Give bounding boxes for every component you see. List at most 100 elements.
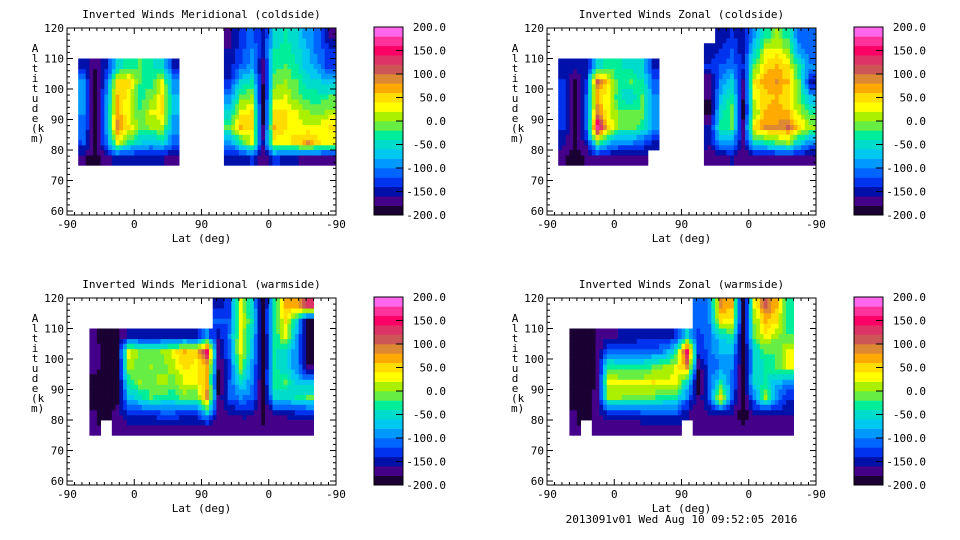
contour-cell xyxy=(246,404,251,411)
contour-cell xyxy=(242,323,247,329)
contour-cell xyxy=(625,104,630,110)
contour-cell xyxy=(115,394,120,401)
contour-cell xyxy=(711,99,716,105)
contour-cell xyxy=(89,364,94,370)
contour-cell xyxy=(186,404,191,411)
contour-cell xyxy=(216,298,221,304)
contour-cell xyxy=(253,333,258,340)
contour-cell xyxy=(205,420,210,426)
contour-cell xyxy=(276,369,281,375)
contour-cell xyxy=(715,28,720,34)
contour-cell xyxy=(617,99,623,105)
contour-cell xyxy=(561,99,567,105)
y-tick-label: 110 xyxy=(44,323,64,336)
contour-cell xyxy=(306,313,311,319)
contour-cell xyxy=(190,394,195,401)
contour-cell xyxy=(119,359,124,365)
contour-cell xyxy=(737,48,742,54)
contour-cell xyxy=(614,160,619,166)
contour-cell xyxy=(164,119,169,125)
contour-cell xyxy=(692,313,697,319)
contour-cell xyxy=(797,124,802,131)
contour-cell xyxy=(279,58,285,64)
contour-cell xyxy=(730,129,735,136)
contour-cell xyxy=(287,353,292,360)
contour-cell xyxy=(287,99,292,105)
contour-cell xyxy=(573,83,578,90)
contour-cell xyxy=(227,94,232,100)
contour-cell xyxy=(561,139,567,146)
contour-cell xyxy=(804,63,809,70)
contour-cell xyxy=(171,144,176,151)
contour-cell xyxy=(801,48,806,54)
contour-cell xyxy=(644,58,649,64)
contour-cell xyxy=(89,124,94,131)
contour-cell xyxy=(231,384,236,390)
contour-cell xyxy=(123,144,128,151)
contour-cell xyxy=(93,129,98,136)
contour-cell xyxy=(309,139,314,146)
contour-cell xyxy=(748,94,753,100)
contour-cell xyxy=(152,78,158,85)
contour-cell xyxy=(703,78,709,85)
contour-cell xyxy=(759,308,765,314)
contour-cell xyxy=(588,63,593,70)
contour-cell xyxy=(115,353,120,360)
contour-cell xyxy=(235,160,240,166)
contour-cell xyxy=(279,63,285,70)
contour-cell xyxy=(603,338,608,345)
contour-cell xyxy=(261,328,266,334)
contour-cell xyxy=(730,109,735,115)
contour-cell xyxy=(253,425,258,431)
contour-cell xyxy=(238,318,243,324)
contour-cell xyxy=(242,89,247,95)
contour-cell xyxy=(246,99,251,105)
contour-cell xyxy=(306,394,311,401)
contour-cell xyxy=(722,119,727,125)
contour-cell xyxy=(801,99,806,105)
contour-cell xyxy=(309,83,314,90)
contour-cell xyxy=(93,155,98,161)
contour-cell xyxy=(186,399,191,406)
contour-cell xyxy=(100,369,105,375)
contour-cell xyxy=(808,63,813,70)
contour-cell xyxy=(235,389,240,395)
contour-cell xyxy=(328,104,333,110)
contour-cell xyxy=(182,409,187,416)
contour-cell xyxy=(272,313,277,319)
contour-cell xyxy=(759,68,765,75)
contour-cell xyxy=(617,78,623,85)
contour-cell xyxy=(636,68,641,75)
contour-cell xyxy=(126,160,131,166)
contour-cell xyxy=(309,338,314,345)
contour-cell xyxy=(130,409,135,416)
contour-cell xyxy=(268,53,273,59)
y-tick-label: 120 xyxy=(524,22,544,35)
contour-cell xyxy=(149,425,154,431)
contour-cell xyxy=(291,404,296,411)
contour-cell xyxy=(261,114,266,120)
contour-cell xyxy=(104,119,109,125)
contour-cell xyxy=(610,333,615,340)
contour-cell xyxy=(272,420,277,426)
contour-cell xyxy=(797,114,802,120)
contour-cell xyxy=(164,139,169,146)
contour-cell xyxy=(726,323,731,329)
contour-cell xyxy=(123,374,128,380)
contour-cell xyxy=(253,53,258,59)
contour-cell xyxy=(804,104,809,110)
contour-cell xyxy=(302,359,307,365)
contour-cell xyxy=(93,364,98,370)
contour-cell xyxy=(130,139,135,146)
contour-cell xyxy=(279,369,285,375)
contour-cell xyxy=(276,374,281,380)
contour-cell xyxy=(651,94,656,100)
contour-cell xyxy=(302,104,307,110)
contour-cell xyxy=(696,333,701,340)
contour-cell xyxy=(707,150,712,156)
contour-cell xyxy=(238,94,243,100)
contour-cell xyxy=(759,43,765,49)
contour-cell xyxy=(797,89,802,95)
contour-cell xyxy=(182,369,187,375)
contour-cell xyxy=(659,333,664,340)
